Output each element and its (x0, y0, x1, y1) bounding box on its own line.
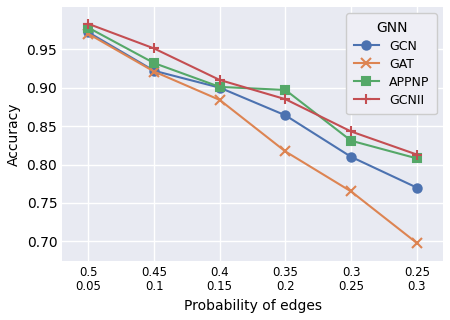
APPNP (217, 85, 222, 89)
Line: GCN: GCN (84, 28, 421, 192)
Line: APPNP: APPNP (84, 24, 421, 163)
Line: GCNII: GCNII (84, 19, 422, 159)
GAT (283, 149, 288, 153)
GAT (414, 241, 419, 245)
APPNP (86, 26, 91, 30)
GCNII (86, 22, 91, 26)
Legend: GCN, GAT, APPNP, GCNII: GCN, GAT, APPNP, GCNII (346, 13, 437, 114)
GCNII (151, 46, 157, 50)
GCN (151, 69, 157, 73)
GCNII (414, 153, 419, 156)
APPNP (283, 88, 288, 92)
GCN (414, 186, 419, 189)
GCN (86, 30, 91, 34)
GAT (86, 32, 91, 36)
Y-axis label: Accuracy: Accuracy (7, 102, 21, 165)
GCN (217, 86, 222, 90)
GCN (348, 155, 354, 159)
Line: GAT: GAT (84, 29, 422, 248)
X-axis label: Probability of edges: Probability of edges (184, 299, 322, 313)
GAT (348, 189, 354, 193)
APPNP (348, 139, 354, 143)
APPNP (151, 61, 157, 65)
GCNII (348, 130, 354, 133)
GCNII (217, 78, 222, 82)
GAT (217, 98, 222, 102)
APPNP (414, 156, 419, 160)
GCN (283, 113, 288, 117)
GCNII (283, 97, 288, 101)
GAT (151, 70, 157, 74)
